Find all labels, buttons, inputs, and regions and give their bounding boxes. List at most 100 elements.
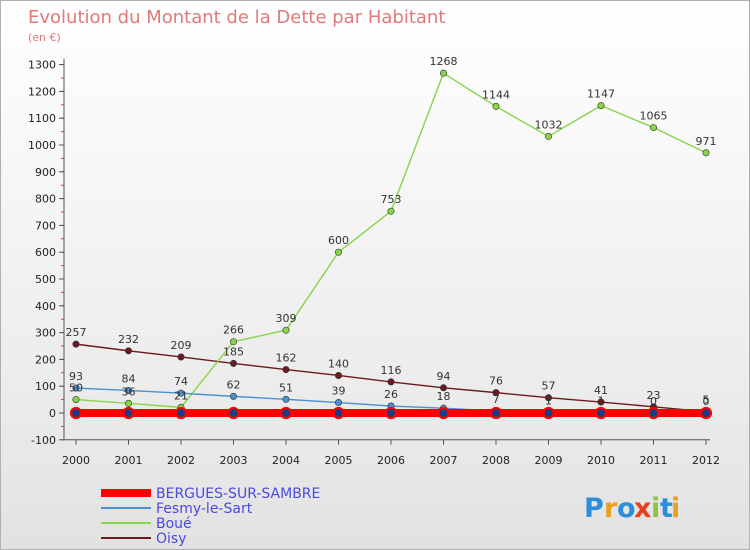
logo-letter: i xyxy=(671,493,681,524)
data-label: 36 xyxy=(122,385,136,398)
y-tick-label: 400 xyxy=(35,300,56,313)
series-point xyxy=(387,378,395,386)
series-point xyxy=(544,394,552,402)
y-tick-label: 0 xyxy=(49,407,56,420)
data-label: 266 xyxy=(223,324,244,337)
data-label: 5 xyxy=(703,394,710,407)
series-point xyxy=(437,406,450,420)
data-label: 1268 xyxy=(430,55,458,68)
x-tick-label: 2006 xyxy=(377,454,405,467)
data-label: 23 xyxy=(647,389,661,402)
series-line xyxy=(75,72,707,409)
series-point xyxy=(230,338,238,346)
logo-letter: o xyxy=(617,493,637,524)
data-label: 1 xyxy=(545,395,552,408)
data-label: 62 xyxy=(227,378,241,391)
series-point xyxy=(492,389,500,397)
data-label: 0 xyxy=(703,395,710,408)
series-point xyxy=(72,384,80,392)
y-tick-label: 1000 xyxy=(28,139,56,152)
series-point xyxy=(439,69,447,77)
series-point xyxy=(282,395,290,403)
data-label: 21 xyxy=(174,389,188,402)
logo-letter: P xyxy=(584,493,605,524)
chart-subtitle: (en €) xyxy=(28,31,61,44)
data-label: 971 xyxy=(696,135,717,148)
series-point xyxy=(594,406,608,420)
y-tick-label: 800 xyxy=(35,193,56,206)
series-point xyxy=(332,406,345,420)
series-point xyxy=(122,406,135,420)
series-point xyxy=(174,406,188,420)
data-label: 0 xyxy=(650,395,657,408)
x-tick-label: 2001 xyxy=(115,454,143,467)
series-point xyxy=(282,326,290,334)
y-tick-label: 300 xyxy=(35,327,56,340)
data-label: 232 xyxy=(118,333,139,346)
data-label: 162 xyxy=(276,352,297,365)
data-label: 1144 xyxy=(482,88,510,101)
series-point xyxy=(125,399,133,407)
data-label: 1032 xyxy=(535,118,563,131)
y-tick-label: 700 xyxy=(35,219,56,232)
x-tick-label: 2002 xyxy=(167,454,195,467)
x-tick-label: 2010 xyxy=(587,454,615,467)
legend-label: Oisy xyxy=(156,531,187,547)
data-label: 209 xyxy=(171,339,192,352)
data-label: 185 xyxy=(223,345,244,358)
y-tick-label: 1100 xyxy=(28,112,56,125)
series-point xyxy=(279,406,293,420)
data-label: 1147 xyxy=(587,88,615,101)
data-label: 257 xyxy=(66,326,87,339)
data-label: 7 xyxy=(493,393,500,406)
data-label: 116 xyxy=(381,364,402,377)
data-label: 93 xyxy=(69,370,83,383)
series-point xyxy=(597,102,605,110)
y-tick-label: 500 xyxy=(35,273,56,286)
data-label: 41 xyxy=(594,384,608,397)
series-point xyxy=(227,406,240,420)
data-label: 50 xyxy=(69,382,83,395)
data-label: 94 xyxy=(437,370,451,383)
data-label: 753 xyxy=(381,193,402,206)
logo-letter: i xyxy=(651,493,661,524)
series-point xyxy=(492,102,500,110)
series-point xyxy=(334,399,342,407)
logo-letter: t xyxy=(660,493,674,524)
x-tick-label: 2011 xyxy=(640,454,668,467)
series-point xyxy=(125,347,133,355)
series-point xyxy=(69,406,83,420)
legend-label: Fesmy-le-Sart xyxy=(156,501,253,517)
data-label: 76 xyxy=(489,375,503,388)
logo-letter: r xyxy=(604,493,618,524)
x-tick-label: 2004 xyxy=(272,454,300,467)
x-tick-label: 2008 xyxy=(482,454,510,467)
data-label: 51 xyxy=(279,381,293,394)
series-point xyxy=(334,371,342,379)
series-point xyxy=(702,149,710,157)
data-label: 1 xyxy=(598,395,605,408)
y-tick-label: -100 xyxy=(31,434,56,447)
series-point xyxy=(387,207,395,215)
x-tick-label: 2005 xyxy=(325,454,353,467)
series-point xyxy=(177,389,185,397)
series-point xyxy=(649,124,657,132)
series-point xyxy=(230,359,238,367)
data-label: 39 xyxy=(332,385,346,398)
data-label: 18 xyxy=(437,390,451,403)
y-tick-label: 600 xyxy=(35,246,56,259)
data-label: 57 xyxy=(542,380,556,393)
series-point xyxy=(439,384,447,392)
y-tick-label: 900 xyxy=(35,166,56,179)
y-tick-label: 1200 xyxy=(28,85,56,98)
series-point xyxy=(489,406,503,420)
series-point xyxy=(544,132,552,140)
logo-letter: x xyxy=(634,493,652,524)
x-tick-label: 2007 xyxy=(430,454,458,467)
data-label: 84 xyxy=(122,372,136,385)
data-label: 309 xyxy=(276,312,297,325)
chart-title: Evolution du Montant de la Dette par Hab… xyxy=(28,7,445,28)
series-point xyxy=(647,406,660,420)
